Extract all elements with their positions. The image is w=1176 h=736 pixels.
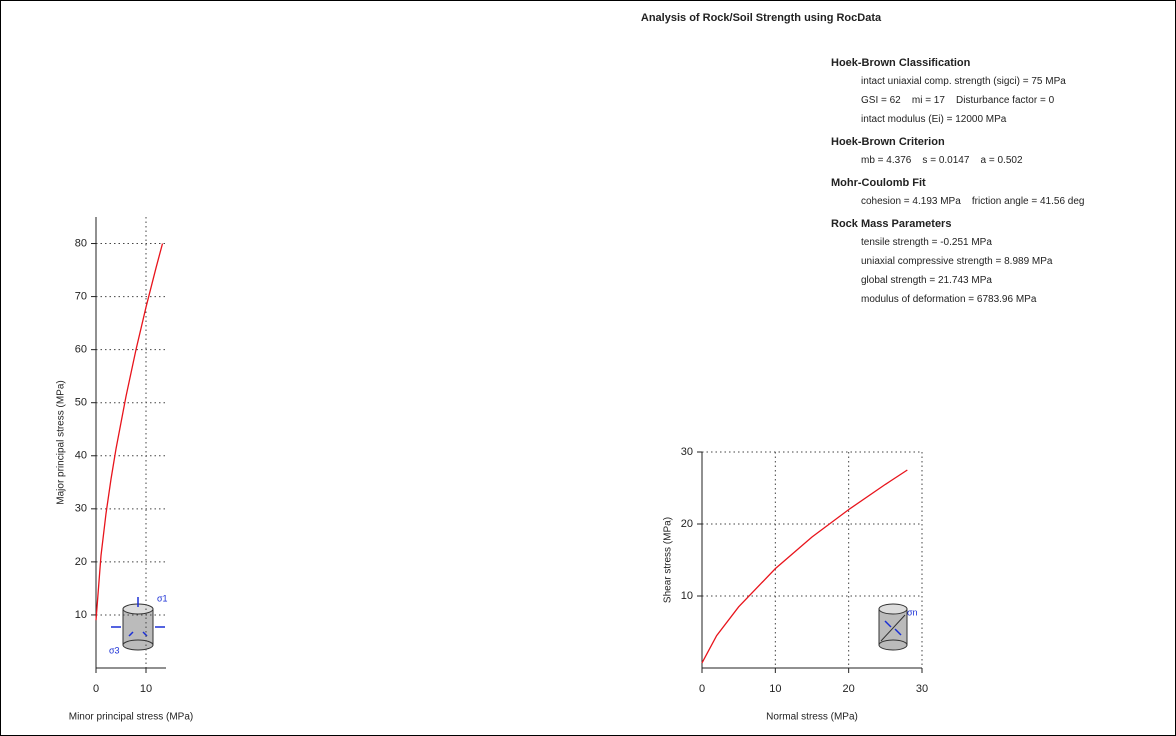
parameter-line: tensile strength = -0.251 MPa (861, 237, 992, 248)
section-heading: Hoek-Brown Classification (831, 57, 971, 69)
sigma-label: σn (907, 607, 918, 617)
y-tick-label: 10 (75, 609, 87, 621)
y-tick-label: 30 (681, 446, 693, 458)
title: Analysis of Rock/Soil Strength using Roc… (641, 12, 882, 24)
x-tick-label: 10 (769, 683, 781, 695)
section-heading: Rock Mass Parameters (831, 218, 952, 230)
section-heading: Hoek-Brown Criterion (831, 136, 945, 148)
y-tick-label: 70 (75, 290, 87, 302)
y-axis-label: Major principal stress (MPa) (56, 380, 67, 504)
stress-arrows (884, 620, 902, 636)
specimen-icon (878, 603, 908, 651)
y-tick-label: 10 (681, 590, 693, 602)
y-axis-label: Shear stress (MPa) (663, 517, 674, 603)
y-tick-label: 50 (75, 397, 87, 409)
parameter-line: intact uniaxial comp. strength (sigci) =… (861, 76, 1066, 87)
parameter-line: global strength = 21.743 MPa (861, 275, 992, 286)
x-tick-label: 10 (140, 683, 152, 695)
parameter-line: cohesion = 4.193 MPa friction angle = 41… (861, 196, 1085, 207)
section-heading: Mohr-Coulomb Fit (831, 177, 926, 189)
x-axis-label: Normal stress (MPa) (766, 712, 858, 723)
y-tick-label: 20 (75, 556, 87, 568)
parameter-line: uniaxial compressive strength = 8.989 MP… (861, 256, 1053, 267)
parameter-line: intact modulus (Ei) = 12000 MPa (861, 114, 1007, 125)
y-tick-label: 40 (75, 450, 87, 462)
stress-arrows (111, 597, 165, 637)
x-tick-label: 30 (916, 683, 928, 695)
y-tick-label: 60 (75, 344, 87, 356)
parameter-line: mb = 4.376 s = 0.0147 a = 0.502 (861, 155, 1023, 166)
strength-curve (95, 243, 164, 621)
x-tick-label: 0 (699, 683, 705, 695)
sigma-label: σ3 (109, 645, 120, 655)
parameter-line: GSI = 62 mi = 17 Disturbance factor = 0 (861, 95, 1055, 106)
parameter-line: modulus of deformation = 6783.96 MPa (861, 294, 1037, 305)
specimen-icon (122, 603, 154, 651)
parameter-panel: Hoek-Brown Classification intact uniaxial… (831, 55, 1085, 309)
x-axis-label: Minor principal stress (MPa) (69, 712, 193, 723)
y-tick-label: 30 (75, 503, 87, 515)
y-tick-label: 20 (681, 518, 693, 530)
y-tick-label: 80 (75, 237, 87, 249)
sigma-label: σ1 (157, 593, 168, 603)
x-tick-label: 0 (93, 683, 99, 695)
strength-curve (701, 469, 908, 664)
x-tick-label: 20 (843, 683, 855, 695)
